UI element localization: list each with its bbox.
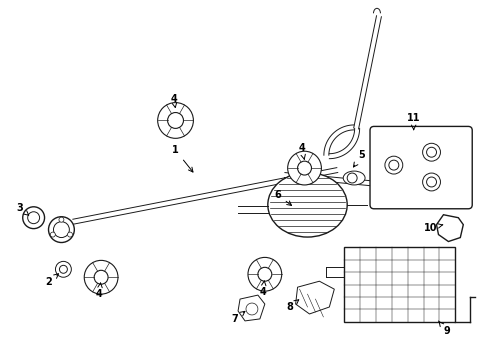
Text: 4: 4 (298, 143, 305, 159)
Circle shape (94, 270, 108, 284)
Polygon shape (295, 281, 334, 314)
Text: 8: 8 (285, 300, 298, 312)
Text: 1: 1 (172, 145, 193, 172)
Polygon shape (436, 215, 462, 242)
Text: 10: 10 (423, 222, 442, 233)
Circle shape (22, 207, 44, 229)
Circle shape (28, 212, 40, 224)
Circle shape (167, 113, 183, 129)
Circle shape (245, 303, 257, 315)
Circle shape (426, 177, 436, 187)
Ellipse shape (343, 171, 365, 185)
Circle shape (426, 147, 436, 157)
Text: 5: 5 (353, 150, 365, 167)
Circle shape (59, 217, 64, 222)
Text: 6: 6 (274, 190, 291, 206)
Circle shape (247, 257, 281, 291)
Circle shape (346, 173, 356, 183)
Circle shape (422, 143, 440, 161)
Text: 2: 2 (45, 274, 59, 287)
Text: 4: 4 (170, 94, 177, 108)
Text: 4: 4 (96, 283, 102, 299)
Circle shape (297, 161, 311, 175)
Text: 3: 3 (16, 203, 29, 215)
Circle shape (48, 217, 74, 243)
Ellipse shape (267, 172, 346, 237)
Circle shape (257, 267, 271, 281)
Polygon shape (238, 295, 264, 321)
Text: 11: 11 (406, 113, 420, 130)
Circle shape (50, 232, 55, 237)
Circle shape (388, 160, 398, 170)
Circle shape (55, 261, 71, 277)
Circle shape (84, 260, 118, 294)
Circle shape (157, 103, 193, 138)
Circle shape (384, 156, 402, 174)
Text: 7: 7 (231, 311, 244, 324)
Circle shape (60, 265, 67, 273)
Circle shape (53, 222, 69, 238)
Bar (344, 247, 454, 322)
Circle shape (422, 173, 440, 191)
Circle shape (287, 151, 321, 185)
Text: 4: 4 (259, 281, 265, 297)
Text: 9: 9 (438, 321, 449, 336)
Circle shape (67, 232, 72, 237)
FancyBboxPatch shape (369, 126, 471, 209)
